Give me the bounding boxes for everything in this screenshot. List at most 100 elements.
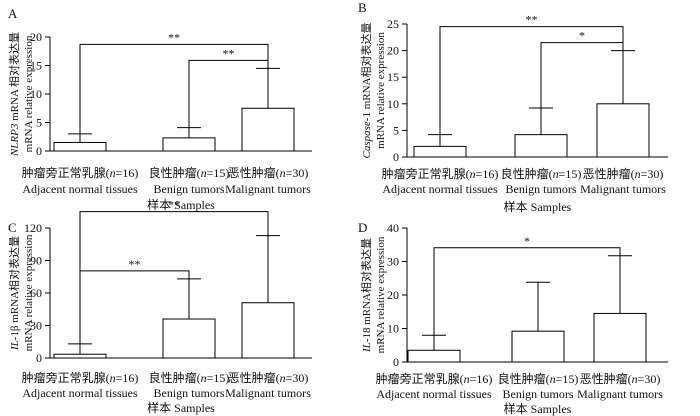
x-tick-label-en: Benign tumors (506, 182, 577, 196)
text-run: =30) (286, 166, 309, 180)
text-run: =15) (207, 166, 230, 180)
x-tick-label-en: Adjacent normal tissues (376, 387, 492, 401)
x-tick-label-cn: 肿瘤旁正常乳腺(n=16) (22, 370, 139, 385)
bar (162, 318, 216, 359)
italic-run: n (464, 372, 470, 386)
bar (162, 137, 216, 152)
italic-run: IL (361, 342, 373, 353)
y-axis-label-line: mRNA relative expression (23, 234, 35, 351)
italic-run: n (553, 167, 559, 181)
text-run: 恶性肿瘤( (228, 165, 280, 180)
x-tick-label-en: Benign tumors (154, 386, 225, 400)
text-run: mRNA 相对表达量 (7, 32, 21, 124)
significance-bracket (433, 247, 621, 351)
text-run: =16) (116, 371, 139, 385)
bar (413, 145, 467, 158)
italic-run: n (201, 166, 207, 180)
text-run: 恶性肿瘤( (228, 370, 280, 385)
chart-panel-b: B 0 5 10 15 20 25 Caspase-1 mRNA相对表达量 mRNA relat… (358, 0, 668, 214)
text-run: 肿瘤旁正常乳腺( (22, 370, 110, 385)
y-tick-label: 10 (387, 97, 399, 111)
text-run: mRNA relative expression (375, 32, 387, 149)
x-tick-label-en: Benign tumors (503, 387, 574, 401)
x-tick-label-cn: 良性肿瘤(n=15) (149, 370, 230, 385)
y-tick-label: 10 (30, 87, 42, 101)
y-tick-label: 30 (30, 319, 42, 333)
text-run: =30) (638, 372, 661, 386)
x-tick-label-en: Malignant tumors (225, 182, 311, 196)
significance-label: ** (168, 30, 180, 44)
significance-bracket (439, 26, 624, 147)
y-tick-label: 0 (36, 351, 42, 365)
y-axis-label-line: mRNA relative expression (375, 236, 387, 353)
y-tick-label: 10 (387, 322, 399, 336)
significance-label: ** (129, 257, 141, 271)
y-tick-label: 90 (30, 254, 42, 268)
significance-label: * (524, 234, 530, 248)
y-axis-label-line: NLRP3 mRNA 相对表达量 (7, 32, 21, 157)
x-tick-label-cn: 恶性肿瘤(n=30) (580, 371, 661, 386)
x-tick-label-en: Malignant tumors (580, 182, 666, 196)
text-run: -1β mRNA相对表达量 (7, 236, 21, 340)
bar (511, 330, 565, 363)
x-tick-label-cn: 恶性肿瘤(n=30) (228, 370, 309, 385)
text-run: 肿瘤旁正常乳腺( (382, 166, 470, 181)
x-tick-label-cn: 恶性肿瘤(n=30) (228, 165, 309, 180)
y-axis-label-line: mRNA relative expression (23, 35, 35, 152)
panel-label: D (358, 220, 367, 235)
text-run: =30) (641, 167, 664, 181)
italic-run: n (280, 371, 286, 385)
significance-bracket (540, 42, 624, 135)
x-tick-label-en: Adjacent normal tissues (382, 182, 498, 196)
text-run: =16) (476, 167, 499, 181)
x-axis-label: 样本 Samples (147, 197, 215, 212)
x-tick-label-en: Adjacent normal tissues (22, 386, 138, 400)
y-tick-label: 30 (387, 255, 399, 269)
x-tick-label-cn: 恶性肿瘤(n=30) (583, 166, 664, 181)
bar (596, 103, 650, 158)
y-tick-label: 20 (387, 288, 399, 302)
y-tick-label: 0 (393, 150, 399, 164)
y-tick-label: 60 (30, 286, 42, 300)
chart-panel-a: A 0 5 10 15 20 NLRP3 mRNA 相对表达量 mRNA relative e… (7, 6, 312, 212)
y-tick-label: 5 (393, 123, 399, 137)
y-axis-label-line: mRNA relative expression (375, 32, 387, 149)
significance-label: * (579, 29, 585, 43)
y-tick-label: 25 (387, 17, 399, 31)
x-axis-label: 样本 Samples (504, 199, 572, 214)
text-run: 良性肿瘤( (149, 370, 201, 385)
bar (593, 312, 647, 363)
italic-run: n (632, 372, 638, 386)
bar (53, 141, 107, 152)
y-axis-label-line: IL-18 mRNA相对表达量 (359, 238, 373, 353)
text-run: 良性肿瘤( (149, 165, 201, 180)
text-run: =16) (116, 166, 139, 180)
text-run: 良性肿瘤( (501, 166, 553, 181)
y-tick-label: 15 (387, 70, 399, 84)
text-run: 恶性肿瘤( (580, 371, 632, 386)
bar (407, 349, 461, 363)
text-run: -1 mRNA相对表达量 (359, 23, 373, 122)
text-run: mRNA relative expression (23, 35, 35, 152)
x-tick-label-cn: 肿瘤旁正常乳腺(n=16) (22, 165, 139, 180)
italic-run: n (635, 167, 641, 181)
italic-run: IL (9, 340, 21, 351)
text-run: =15) (556, 372, 579, 386)
bar (241, 107, 295, 152)
italic-run: n (470, 167, 476, 181)
text-run: 良性肿瘤( (498, 371, 550, 386)
significance-label: ** (168, 198, 180, 212)
x-tick-label-cn: 良性肿瘤(n=15) (498, 371, 579, 386)
chart-panel-d: D 0 10 20 30 40 IL-18 mRNA相对表达量 mRNA relative e… (358, 220, 668, 416)
text-run: 肿瘤旁正常乳腺( (22, 165, 110, 180)
significance-label: ** (526, 13, 538, 27)
x-tick-label-cn: 肿瘤旁正常乳腺(n=16) (376, 371, 493, 386)
y-tick-label: 120 (24, 221, 42, 235)
italic-run: n (201, 371, 207, 385)
x-tick-label-cn: 良性肿瘤(n=15) (501, 166, 582, 181)
italic-run: n (550, 372, 556, 386)
x-tick-label-cn: 良性肿瘤(n=15) (149, 165, 230, 180)
panel-label: B (358, 0, 367, 15)
